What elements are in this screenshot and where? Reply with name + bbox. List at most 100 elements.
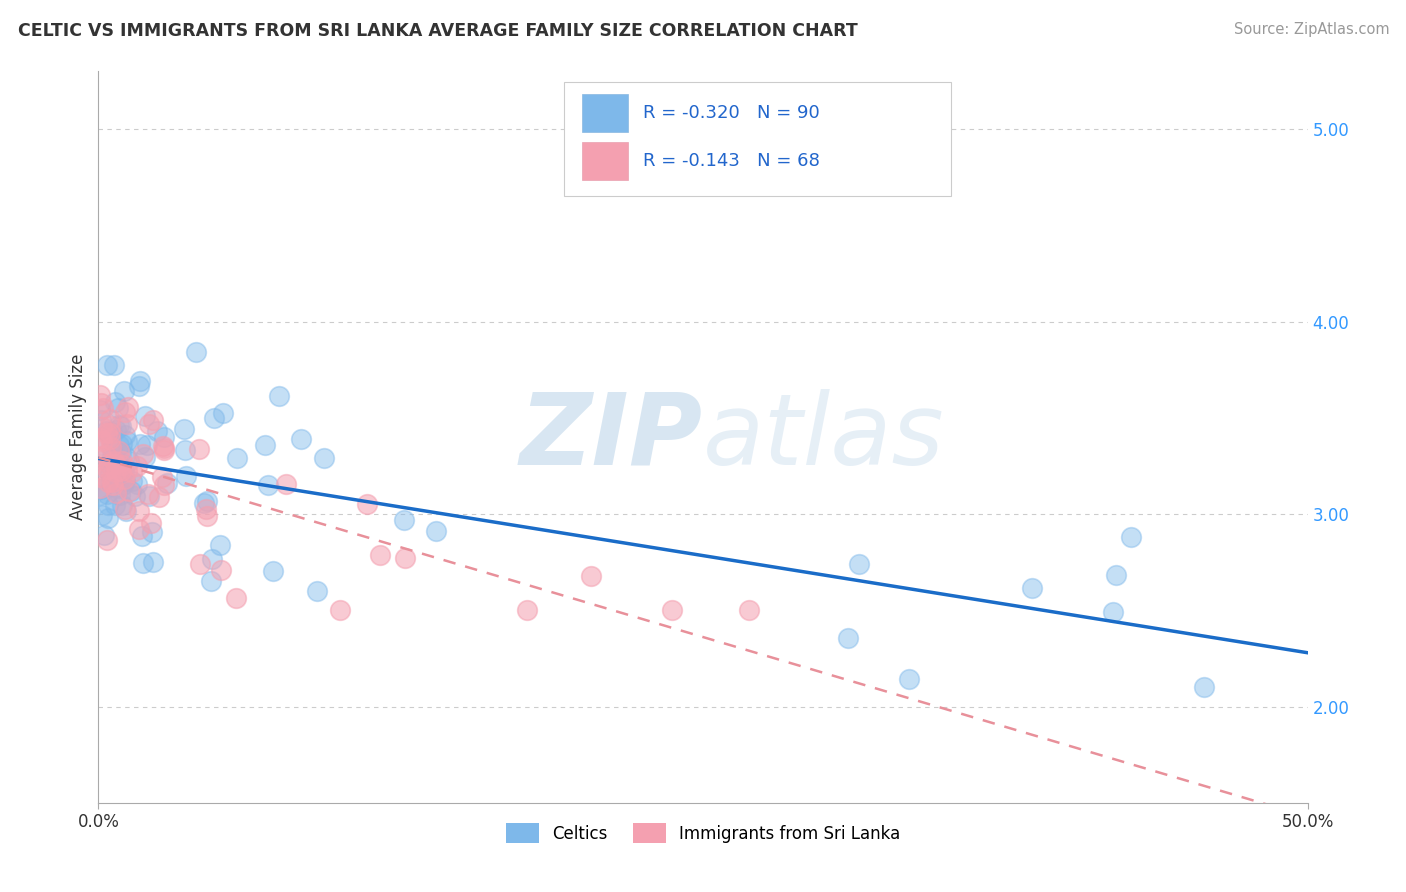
Point [209, 563, 232, 577]
Point [90, 413, 112, 427]
Point [305, 584, 328, 599]
Point [93, 528, 115, 542]
Point [110, 456, 132, 470]
Point [121, 466, 143, 480]
Point [1119, 530, 1142, 544]
Point [138, 417, 160, 431]
Point [1102, 605, 1125, 619]
Point [110, 488, 132, 502]
Point [581, 568, 603, 582]
Point [112, 472, 135, 486]
Legend: Celtics, Immigrants from Sri Lanka: Celtics, Immigrants from Sri Lanka [499, 817, 907, 849]
Point [107, 437, 129, 451]
Point [115, 464, 138, 478]
Point [134, 450, 156, 465]
Point [89, 488, 111, 502]
Point [89, 481, 111, 495]
Point [105, 486, 128, 500]
Point [848, 557, 870, 571]
Point [142, 555, 165, 569]
Point [103, 453, 125, 467]
Point [98, 411, 121, 425]
Point [131, 529, 153, 543]
Point [208, 538, 231, 552]
Point [153, 442, 176, 456]
Point [90, 420, 112, 434]
Point [136, 487, 159, 501]
Point [146, 424, 169, 438]
Point [114, 474, 136, 488]
Point [132, 447, 155, 461]
Point [91, 434, 114, 449]
Point [90, 396, 112, 410]
Point [1105, 567, 1128, 582]
Point [127, 477, 149, 491]
Point [98, 462, 121, 476]
Point [98, 467, 121, 482]
Point [290, 432, 312, 446]
Point [104, 498, 127, 512]
Point [141, 525, 163, 540]
Point [105, 465, 128, 479]
Point [195, 493, 218, 508]
Point [103, 358, 125, 372]
Point [111, 437, 134, 451]
Point [150, 470, 173, 484]
Point [111, 478, 134, 492]
Y-axis label: Average Family Size: Average Family Size [69, 354, 87, 520]
Point [152, 439, 174, 453]
Point [89, 431, 111, 445]
Point [425, 524, 447, 538]
Point [132, 556, 155, 570]
Point [110, 498, 132, 512]
Point [96, 358, 118, 372]
Point [225, 591, 247, 605]
Point [94, 424, 117, 438]
Point [202, 410, 225, 425]
Point [114, 427, 136, 442]
Text: atlas: atlas [703, 389, 945, 485]
Text: ZIP: ZIP [520, 389, 703, 485]
Point [156, 476, 179, 491]
Point [329, 603, 352, 617]
Point [128, 522, 150, 536]
Point [107, 457, 129, 471]
Point [128, 504, 150, 518]
Point [108, 444, 131, 458]
Point [187, 442, 209, 456]
Point [201, 552, 224, 566]
Point [312, 451, 335, 466]
Point [112, 464, 135, 478]
Point [111, 454, 134, 468]
Point [142, 412, 165, 426]
Point [368, 549, 391, 563]
Point [174, 443, 197, 458]
Point [225, 451, 247, 466]
Point [98, 458, 121, 472]
Point [90, 482, 112, 496]
Point [193, 495, 215, 509]
Text: CELTIC VS IMMIGRANTS FROM SRI LANKA AVERAGE FAMILY SIZE CORRELATION CHART: CELTIC VS IMMIGRANTS FROM SRI LANKA AVER… [18, 22, 858, 40]
Point [394, 550, 416, 565]
Point [96, 461, 118, 475]
Point [98, 475, 121, 489]
Point [115, 417, 138, 432]
Point [97, 475, 120, 489]
Point [392, 513, 415, 527]
Point [110, 418, 132, 433]
Point [89, 402, 111, 417]
Point [1192, 681, 1215, 695]
Point [661, 603, 683, 617]
Point [184, 344, 207, 359]
Point [118, 453, 141, 467]
Point [356, 496, 378, 510]
Point [96, 448, 118, 462]
Point [267, 388, 290, 402]
Point [104, 467, 127, 482]
Point [114, 450, 136, 464]
Point [110, 464, 132, 478]
Point [89, 469, 111, 483]
Bar [582, 143, 628, 180]
Point [837, 631, 859, 645]
Point [96, 533, 118, 547]
